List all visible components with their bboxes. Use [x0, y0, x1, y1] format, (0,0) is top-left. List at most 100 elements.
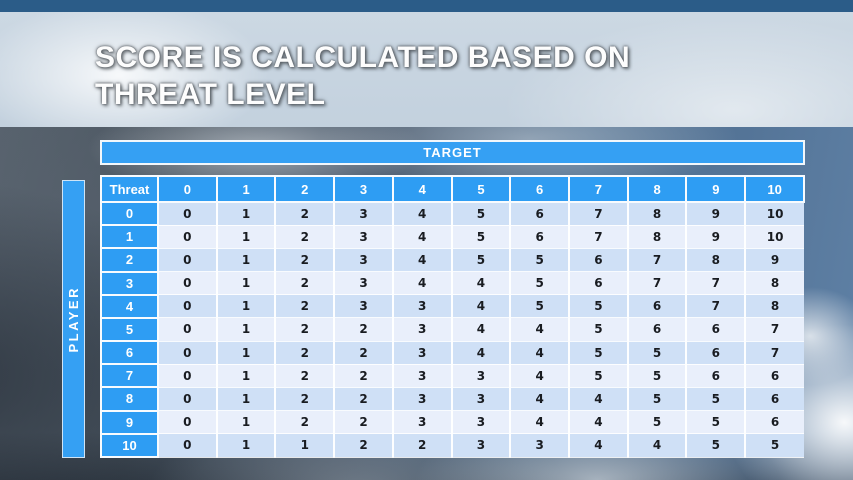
score-cell: 1: [215, 363, 276, 388]
score-cell: 1: [215, 340, 276, 365]
score-cell: 0: [157, 433, 217, 458]
target-level-header: 3: [333, 175, 394, 203]
score-cell: 0: [157, 386, 217, 412]
target-level-header: 4: [391, 175, 453, 203]
score-cell: 10: [744, 201, 804, 226]
score-cell: 3: [333, 201, 393, 226]
score-cell: 8: [626, 224, 687, 249]
score-cell: 2: [274, 363, 335, 388]
score-cell: 3: [391, 317, 452, 342]
score-cell: 9: [685, 224, 746, 249]
score-row: 10 0 1 1 2 2 3 3 4 4 5 5: [100, 432, 804, 459]
threat-row-header: 8: [100, 386, 159, 412]
score-cell: 5: [685, 410, 746, 435]
target-level-header: 5: [450, 175, 512, 203]
player-axis-header: PLAYER: [62, 180, 85, 458]
score-cell: 0: [157, 410, 217, 435]
score-row: 0 0 1 2 3 4 5 6 7 8 9 10: [100, 200, 804, 227]
score-cell: 9: [685, 201, 746, 226]
score-cell: 4: [391, 271, 452, 296]
score-cell: 4: [568, 386, 628, 412]
target-level-header: 1: [215, 175, 277, 203]
score-cell: 5: [450, 224, 511, 249]
target-level-header: 7: [568, 175, 629, 203]
score-cell: 4: [450, 271, 511, 296]
score-cell: 0: [157, 294, 217, 319]
score-cell: 8: [744, 271, 804, 296]
score-cell: 1: [215, 433, 276, 458]
score-cell: 8: [626, 201, 687, 226]
score-cell: 5: [568, 294, 628, 319]
score-cell: 0: [157, 340, 217, 365]
target-level-header: 10: [744, 175, 805, 203]
score-cell: 4: [509, 410, 570, 435]
score-cell: 3: [450, 386, 511, 412]
score-table-head: Threat 0 1 2 3 4 5 6 7 8 9 10: [100, 175, 805, 203]
score-cell: 4: [391, 247, 452, 273]
score-cell: 2: [274, 201, 335, 226]
score-cell: 4: [450, 340, 511, 365]
score-cell: 1: [215, 317, 276, 342]
score-cell: 2: [333, 433, 393, 458]
score-cell: 2: [274, 224, 335, 249]
score-cell: 4: [450, 317, 511, 342]
score-cell: 0: [157, 363, 217, 388]
score-cell: 2: [391, 433, 452, 458]
score-cell: 2: [274, 247, 335, 273]
score-cell: 2: [274, 386, 335, 412]
threat-row-header: 7: [100, 363, 159, 389]
score-cell: 5: [568, 340, 628, 365]
player-label: PLAYER: [66, 285, 81, 353]
score-cell: 3: [333, 271, 393, 296]
score-cell: 6: [509, 201, 570, 226]
score-cell: 4: [568, 433, 628, 458]
score-table: Threat 0 1 2 3 4 5 6 7 8 9 10 0 0 1 2 3 4 5 6 7 8 9 10 1 0 1 2 3 4 5…: [100, 175, 805, 459]
score-cell: 2: [274, 340, 335, 365]
score-cell: 1: [215, 201, 276, 226]
score-cell: 2: [274, 294, 335, 319]
score-cell: 4: [509, 363, 570, 388]
score-cell: 2: [333, 317, 393, 342]
score-cell: 5: [626, 410, 687, 435]
threat-row-header: 3: [100, 270, 159, 296]
threat-row-header: 2: [100, 247, 159, 273]
title-band: SCORE IS CALCULATED BASED ON THREAT LEVE…: [0, 12, 853, 127]
score-cell: 5: [744, 433, 804, 458]
score-cell: 3: [333, 294, 393, 319]
score-cell: 6: [744, 410, 804, 435]
score-cell: 4: [509, 340, 570, 365]
score-cell: 0: [157, 224, 217, 249]
score-cell: 6: [509, 224, 570, 249]
score-cell: 2: [333, 340, 393, 365]
score-cell: 1: [215, 247, 276, 273]
threat-row-header: 5: [100, 316, 159, 343]
score-cell: 7: [685, 271, 746, 296]
threat-row-header: 6: [100, 340, 159, 366]
target-level-header: 9: [685, 175, 747, 203]
score-cell: 5: [509, 247, 570, 273]
score-cell: 5: [568, 363, 628, 388]
score-cell: 3: [391, 363, 452, 388]
score-cell: 1: [274, 433, 335, 458]
table-header-row: Threat 0 1 2 3 4 5 6 7 8 9 10: [100, 175, 805, 203]
score-cell: 0: [157, 317, 217, 342]
slide-title: SCORE IS CALCULATED BASED ON THREAT LEVE…: [95, 41, 631, 111]
score-cell: 3: [509, 433, 570, 458]
threat-column-header: Threat: [100, 175, 159, 203]
threat-row-header: 0: [100, 200, 159, 227]
score-cell: 1: [215, 271, 276, 296]
score-cell: 5: [509, 294, 570, 319]
score-cell: 6: [626, 294, 687, 319]
score-cell: 7: [685, 294, 746, 319]
score-cell: 5: [450, 247, 511, 273]
score-table-body: 0 0 1 2 3 4 5 6 7 8 9 10 1 0 1 2 3 4 5 6 7 8 9 10 2 0 1 2 3 4 5 5 6 7 8 9 3 0…: [100, 200, 804, 459]
score-cell: 2: [274, 410, 335, 435]
score-cell: 8: [744, 294, 804, 319]
score-cell: 9: [744, 247, 804, 273]
score-cell: 4: [391, 224, 452, 249]
score-cell: 2: [333, 386, 393, 412]
